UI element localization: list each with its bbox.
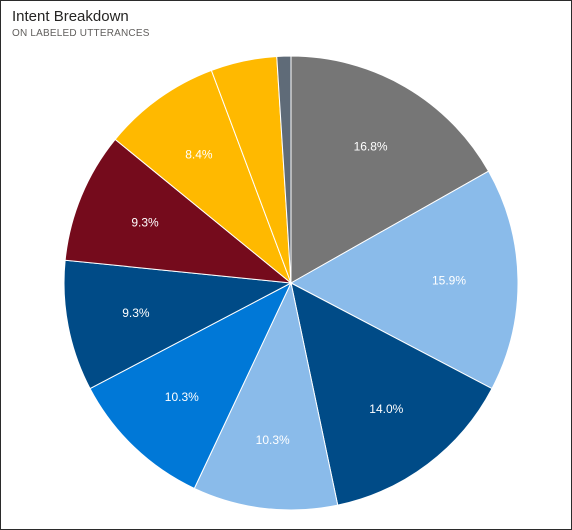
- pie-slices: [63, 55, 519, 511]
- slice-label-8: 8.4%: [185, 148, 213, 162]
- pie-slice-5[interactable]: [89, 281, 293, 490]
- chart-title: Intent Breakdown: [12, 8, 129, 25]
- slice-label-6: 9.3%: [122, 306, 150, 320]
- slice-label-4: 10.3%: [256, 433, 290, 447]
- slice-label-5: 10.3%: [165, 390, 199, 404]
- slice-label-3: 14.0%: [369, 402, 403, 416]
- pie-slice-3[interactable]: [290, 282, 493, 506]
- pie-slice-7[interactable]: [64, 138, 293, 284]
- slice-label-7: 9.3%: [131, 216, 159, 230]
- chart-subtitle: ON LABELED UTTERANCES: [12, 28, 150, 39]
- pie-labels: 16.8% 15.9% 14.0% 10.3% 10.3% 9.3% 9.3% 8.4%: [122, 140, 466, 447]
- pie-slice-1[interactable]: [290, 55, 490, 284]
- pie-slice-10[interactable]: [276, 55, 292, 284]
- pie-slice-6[interactable]: [63, 259, 293, 390]
- pie-slice-8[interactable]: [114, 69, 293, 285]
- pie-slice-4[interactable]: [193, 281, 339, 511]
- pie-slice-2[interactable]: [289, 170, 519, 390]
- slice-label-2: 15.9%: [432, 274, 466, 288]
- slice-label-1: 16.8%: [354, 140, 388, 154]
